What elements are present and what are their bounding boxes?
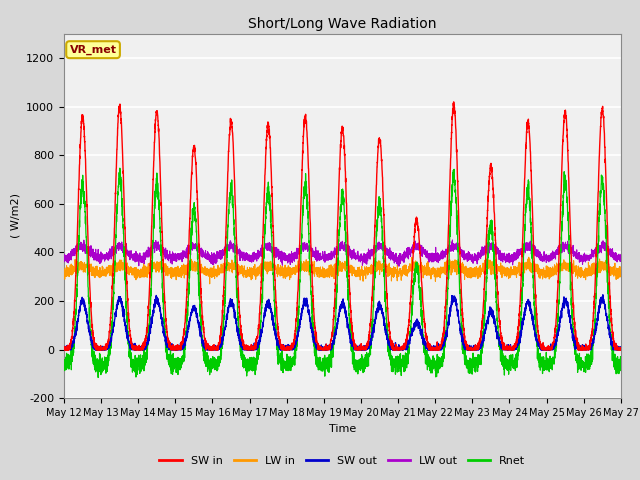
Legend: SW in, LW in, SW out, LW out, Rnet: SW in, LW in, SW out, LW out, Rnet <box>155 451 530 470</box>
X-axis label: Time: Time <box>329 424 356 433</box>
Text: VR_met: VR_met <box>70 45 116 55</box>
Title: Short/Long Wave Radiation: Short/Long Wave Radiation <box>248 17 436 31</box>
Y-axis label: ( W/m2): ( W/m2) <box>11 193 20 239</box>
